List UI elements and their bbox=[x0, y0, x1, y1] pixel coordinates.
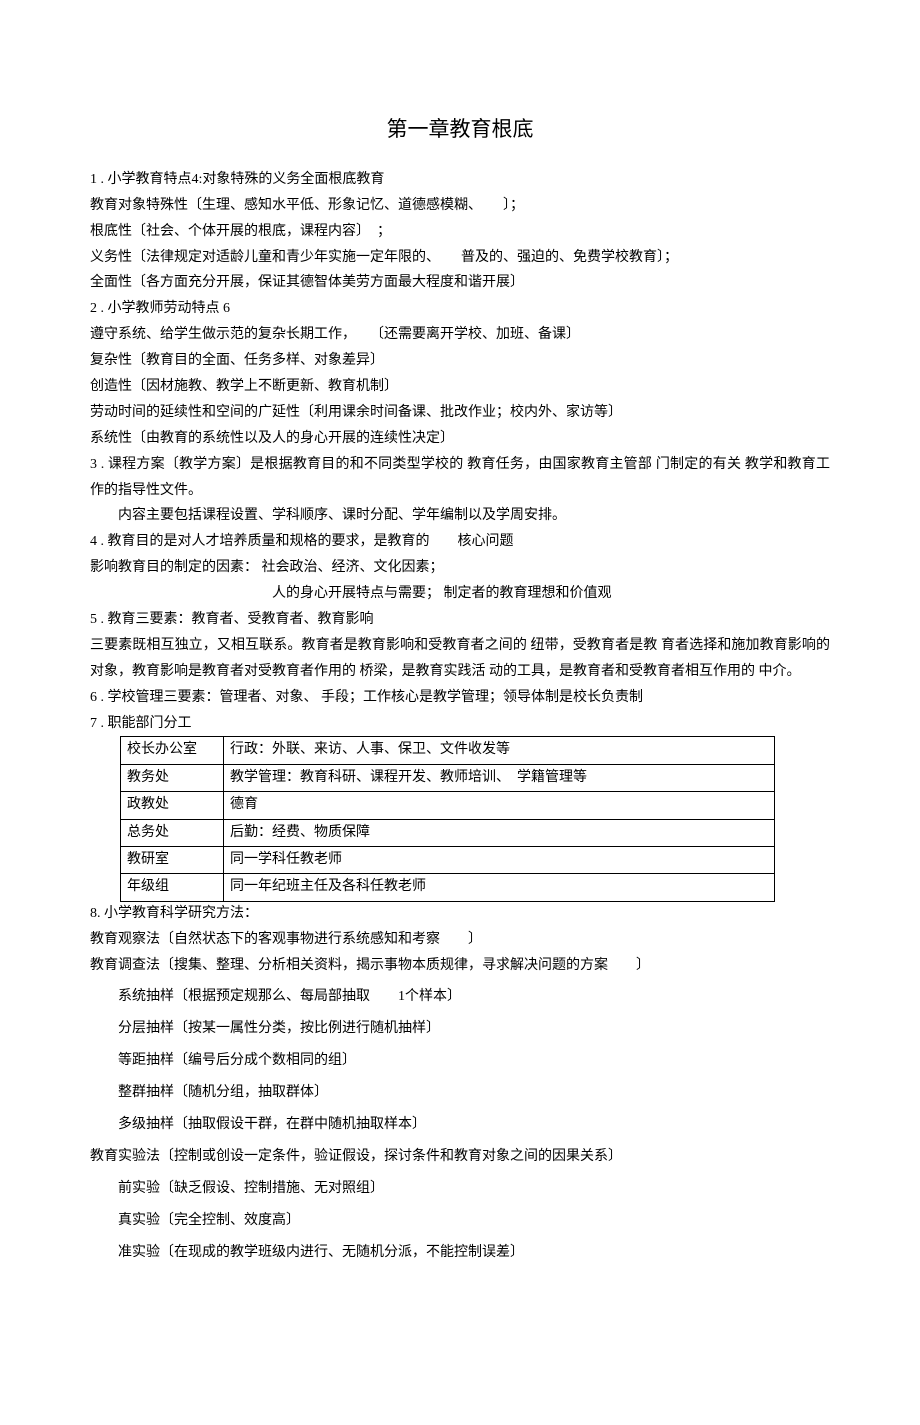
p5: 全面性〔各方面充分开展，保证其德智体美劳方面最大程度和谐开展〕 bbox=[90, 270, 830, 296]
cell-dept: 政教处 bbox=[121, 792, 224, 819]
p18: 三要素既相互独立，又相互联系。教育者是教育影响和受教育者之间的 纽带，受教育者是… bbox=[90, 633, 830, 685]
cell-dept: 教研室 bbox=[121, 847, 224, 874]
p23: 教育调查法〔搜集、整理、分析相关资料，揭示事物本质规律，寻求解决问题的方案 〕 bbox=[90, 953, 830, 979]
p2: 教育对象特殊性〔生理、感知水平低、形象记忆、道德感模糊、 〕； bbox=[90, 193, 830, 219]
p20: 7 . 职能部门分工 bbox=[90, 711, 830, 737]
cell-dept: 年级组 bbox=[121, 874, 224, 901]
p22: 教育观察法〔自然状态下的客观事物进行系统感知和考察 〕 bbox=[90, 927, 830, 953]
p15: 影响教育目的制定的因素： 社会政治、经济、文化因素； bbox=[90, 555, 830, 581]
p10: 劳动时间的延续性和空间的广延性〔利用课余时间备课、批改作业；校内外、家访等〕 bbox=[90, 400, 830, 426]
p4: 义务性〔法律规定对适龄儿童和青少年实施一定年限的、 普及的、强迫的、免费学校教育… bbox=[90, 245, 830, 271]
p24: 系统抽样〔根据预定规那么、每局部抽取 1个样本〕 bbox=[90, 984, 830, 1010]
p12: 3 . 课程方案〔教学方案〕是根据教育目的和不同类型学校的 教育任务，由国家教育… bbox=[90, 452, 830, 504]
cell-desc: 教学管理：教育科研、课程开发、教师培训、 学籍管理等 bbox=[224, 764, 775, 791]
p29: 教育实验法〔控制或创设一定条件，验证假设，探讨条件和教育对象之间的因果关系〕 bbox=[90, 1144, 830, 1170]
p30: 前实验〔缺乏假设、控制措施、无对照组〕 bbox=[90, 1176, 830, 1202]
p9: 创造性〔因材施教、教学上不断更新、教育机制〕 bbox=[90, 374, 830, 400]
cell-desc: 行政：外联、来访、人事、保卫、文件收发等 bbox=[224, 737, 775, 764]
p1: 1 . 小学教育特点4:对象特殊的义务全面根底教育 bbox=[90, 167, 830, 193]
page-title: 第一章教育根底 bbox=[90, 110, 830, 149]
p11: 系统性〔由教育的系统性以及人的身心开展的连续性决定〕 bbox=[90, 426, 830, 452]
p8: 复杂性〔教育目的全面、任务多样、对象差异〕 bbox=[90, 348, 830, 374]
p13: 内容主要包括课程设置、学科顺序、课时分配、学年编制以及学周安排。 bbox=[90, 503, 830, 529]
p17: 5 . 教育三要素：教育者、受教育者、教育影响 bbox=[90, 607, 830, 633]
p31: 真实验〔完全控制、效度高〕 bbox=[90, 1208, 830, 1234]
p25: 分层抽样〔按某一属性分类，按比例进行随机抽样〕 bbox=[90, 1016, 830, 1042]
table-row: 教务处 教学管理：教育科研、课程开发、教师培训、 学籍管理等 bbox=[121, 764, 775, 791]
table-row: 政教处 德育 bbox=[121, 792, 775, 819]
table-row: 年级组 同一年纪班主任及各科任教老师 bbox=[121, 874, 775, 901]
p16: 人的身心开展特点与需要； 制定者的教育理想和价值观 bbox=[90, 581, 830, 607]
cell-dept: 总务处 bbox=[121, 819, 224, 846]
p27: 整群抽样〔随机分组，抽取群体〕 bbox=[90, 1080, 830, 1106]
department-table: 校长办公室 行政：外联、来访、人事、保卫、文件收发等 教务处 教学管理：教育科研… bbox=[120, 736, 775, 901]
p28: 多级抽样〔抽取假设干群，在群中随机抽取样本〕 bbox=[90, 1112, 830, 1138]
p6: 2 . 小学教师劳动特点 6 bbox=[90, 296, 830, 322]
p3: 根底性〔社会、个体开展的根底，课程内容〕 ； bbox=[90, 219, 830, 245]
table-row: 校长办公室 行政：外联、来访、人事、保卫、文件收发等 bbox=[121, 737, 775, 764]
p32: 准实验〔在现成的教学班级内进行、无随机分派，不能控制误差〕 bbox=[90, 1240, 830, 1266]
p26: 等距抽样〔编号后分成个数相同的组〕 bbox=[90, 1048, 830, 1074]
cell-desc: 同一学科任教老师 bbox=[224, 847, 775, 874]
table-row: 教研室 同一学科任教老师 bbox=[121, 847, 775, 874]
cell-dept: 校长办公室 bbox=[121, 737, 224, 764]
p7: 遵守系统、给学生做示范的复杂长期工作， 〔还需要离开学校、加班、备课〕 bbox=[90, 322, 830, 348]
cell-desc: 后勤：经费、物质保障 bbox=[224, 819, 775, 846]
p21: 8. 小学教育科学研究方法： bbox=[90, 901, 830, 927]
p14: 4 . 教育目的是对人才培养质量和规格的要求，是教育的 核心问题 bbox=[90, 529, 830, 555]
cell-desc: 同一年纪班主任及各科任教老师 bbox=[224, 874, 775, 901]
cell-desc: 德育 bbox=[224, 792, 775, 819]
table-row: 总务处 后勤：经费、物质保障 bbox=[121, 819, 775, 846]
cell-dept: 教务处 bbox=[121, 764, 224, 791]
p19: 6 . 学校管理三要素：管理者、对象、 手段；工作核心是教学管理；领导体制是校长… bbox=[90, 685, 830, 711]
